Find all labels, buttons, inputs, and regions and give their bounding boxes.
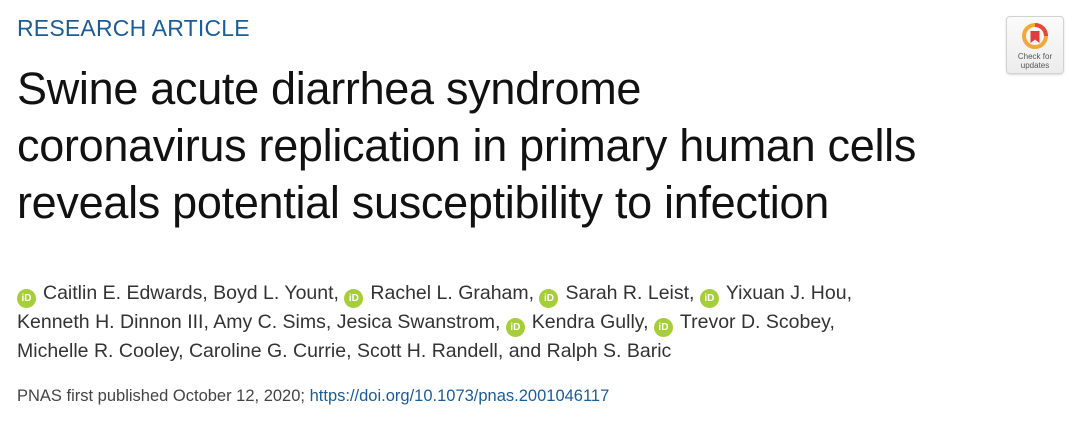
orcid-icon[interactable]: iD — [344, 289, 364, 308]
author-name[interactable]: Amy C. Sims — [213, 311, 326, 333]
author-name[interactable]: Boyd L. Yount — [213, 282, 334, 304]
check-updates-icon — [1022, 23, 1048, 49]
check-updates-label: Check for updates — [1017, 52, 1053, 70]
orcid-icon[interactable]: iD — [17, 289, 36, 308]
publication-info: PNAS first published October 12, 2020; h… — [17, 385, 609, 407]
author-name[interactable]: Rachel L. Graham — [370, 282, 529, 304]
author-name[interactable]: Caitlin E. Edwards — [43, 282, 203, 304]
author-name[interactable]: Yixuan J. Hou — [725, 282, 847, 304]
check-for-updates-button[interactable]: Check for updates — [1006, 16, 1064, 74]
orcid-icon[interactable]: iD — [539, 289, 559, 308]
orcid-icon[interactable]: iD — [653, 318, 673, 337]
author-name[interactable]: Trevor D. Scobey — [679, 311, 830, 333]
author-name[interactable]: Michelle R. Cooley — [17, 340, 179, 362]
article-title: Swine acute diarrhea syndrome coronaviru… — [17, 60, 1057, 231]
orcid-icon[interactable]: iD — [505, 318, 525, 337]
author-line: Michelle R. Cooley, Caroline G. Currie, … — [17, 340, 672, 362]
author-name[interactable]: Kendra Gully — [531, 311, 644, 333]
article-header: RESEARCH ARTICLE Swine acute diarrhea sy… — [17, 0, 1063, 422]
publication-date-text: PNAS first published October 12, 2020; — [17, 387, 305, 405]
orcid-icon[interactable]: iD — [699, 289, 719, 308]
author-name[interactable]: Ralph S. Baric — [546, 340, 672, 362]
title-line: coronavirus replication in primary human… — [17, 120, 917, 171]
author-line: iD Caitlin E. Edwards, Boyd L. Yount, iD R… — [17, 279, 1063, 308]
author-name[interactable]: Jesica Swanstrom — [336, 311, 495, 333]
author-name[interactable]: Caroline G. Currie — [188, 340, 347, 362]
doi-link[interactable]: https://doi.org/10.1073/pnas.2001046117 — [309, 387, 610, 405]
article-type-label: RESEARCH ARTICLE — [17, 15, 250, 41]
author-list: iD Caitlin E. Edwards, Boyd L. Yount, iD R… — [17, 279, 1063, 366]
title-line: Swine acute diarrhea syndrome — [17, 63, 642, 114]
author-name[interactable]: Kenneth H. Dinnon III — [17, 311, 204, 333]
author-line: Kenneth H. Dinnon III, Amy C. Sims, Jesi… — [17, 308, 1063, 337]
title-line: reveals potential susceptibility to infe… — [17, 177, 829, 228]
author-name[interactable]: Sarah R. Leist — [565, 282, 690, 304]
author-name[interactable]: Scott H. Randell — [356, 340, 498, 362]
